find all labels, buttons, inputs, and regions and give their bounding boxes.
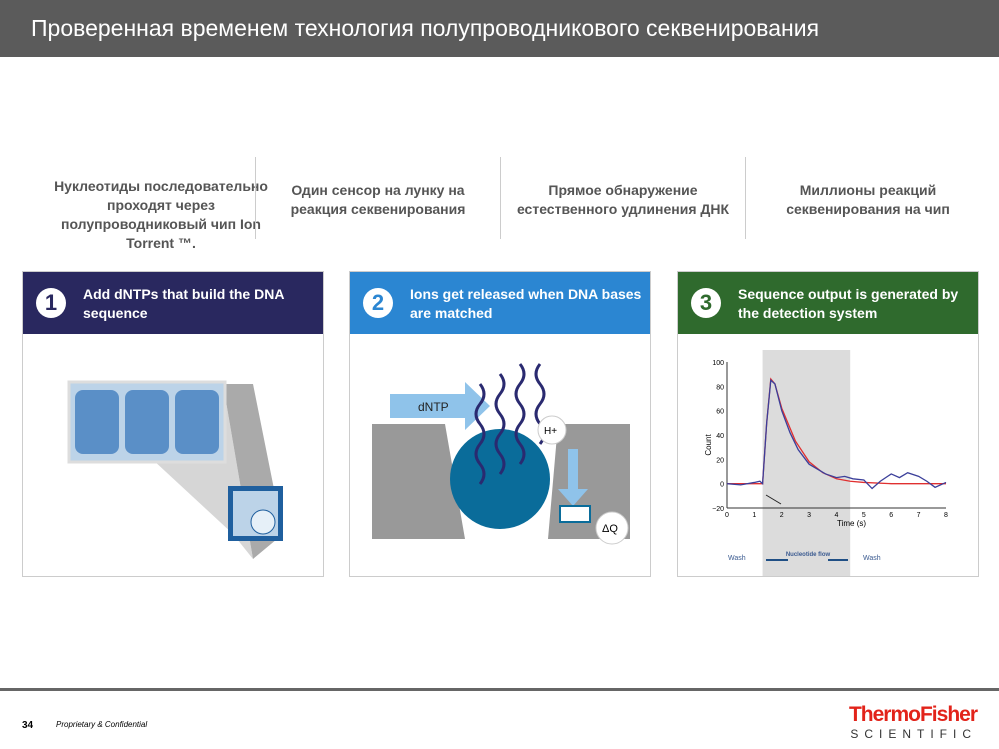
bead xyxy=(450,429,550,529)
step-panel-3: 3 Sequence output is generated by the de… xyxy=(677,271,979,577)
footer-divider xyxy=(0,688,999,691)
y-tick-label: 100 xyxy=(712,360,724,367)
series-line xyxy=(726,378,947,490)
x-tick-label: 1 xyxy=(752,512,756,519)
dntp-arrow xyxy=(390,382,490,430)
y-tick-label: 60 xyxy=(716,409,724,416)
chip-wells-illustration xyxy=(67,380,283,559)
x-tick-label: 6 xyxy=(889,512,893,519)
wash-left-label: Wash xyxy=(728,555,746,562)
arrow-annotation xyxy=(765,494,782,505)
step-panel-1: 1 Add dNTPs that build the DNA sequence xyxy=(22,271,324,577)
nucleotide-flow-label: Nucleotide flow xyxy=(786,552,831,558)
step-header: 2 Ions get released when DNA bases are m… xyxy=(350,272,650,334)
dntp-label: dNTP xyxy=(418,400,449,414)
confidential-note: Proprietary & Confidential xyxy=(56,720,148,729)
column-heading-2: Один сенсор на лунку на реакция секвенир… xyxy=(290,182,466,217)
divider xyxy=(500,157,501,239)
y-tick-label: 20 xyxy=(716,457,724,464)
logo-scientific: SCIENTIFIC xyxy=(850,727,977,741)
x-tick-label: 3 xyxy=(807,512,811,519)
y-tick-label: 0 xyxy=(720,482,724,489)
x-tick-label: 8 xyxy=(944,512,948,519)
step-panel-2: 2 Ions get released when DNA bases are m… xyxy=(349,271,651,577)
step-text: Sequence output is generated by the dete… xyxy=(738,286,959,321)
hplus-label: H+ xyxy=(544,426,557,437)
divider xyxy=(745,157,746,239)
column-heading-1: Нуклеотиды последовательно проходят чере… xyxy=(54,178,268,251)
step-number: 2 xyxy=(363,288,393,318)
step-header: 1 Add dNTPs that build the DNA sequence xyxy=(23,272,323,334)
divider xyxy=(255,157,256,239)
delta-q-label: ΔQ xyxy=(602,523,618,535)
x-tick-label: 2 xyxy=(780,512,784,519)
y-tick-label: 40 xyxy=(716,433,724,440)
column-heading-4: Миллионы реакций секвенирования на чип xyxy=(786,182,950,217)
y-tick-label: −20 xyxy=(712,506,724,513)
y-tick-label: 80 xyxy=(716,384,724,391)
logo-thermofisher: ThermoFisher xyxy=(848,703,978,726)
x-tick-label: 7 xyxy=(917,512,921,519)
page-number: 34 xyxy=(22,720,34,731)
y-axis-label: Count xyxy=(704,434,713,456)
ion-release-illustration: dNTP H+ ΔQ xyxy=(372,363,630,545)
x-tick-label: 5 xyxy=(862,512,866,519)
step-header: 3 Sequence output is generated by the de… xyxy=(678,272,978,334)
x-tick-label: 4 xyxy=(835,512,839,519)
x-axis-label: Time (s) xyxy=(837,519,866,528)
nucleotide-flow-region xyxy=(762,350,851,576)
step-number: 3 xyxy=(691,288,721,318)
step-text: Add dNTPs that build the DNA sequence xyxy=(83,286,284,321)
x-tick-label: 0 xyxy=(725,512,729,519)
step-number: 1 xyxy=(36,288,66,318)
wash-right-label: Wash xyxy=(863,555,881,562)
step-text: Ions get released when DNA bases are mat… xyxy=(410,286,642,321)
slide-title: Проверенная временем технология полупров… xyxy=(0,0,999,57)
column-heading-3: Прямое обнаружение естественного удлинен… xyxy=(516,182,730,217)
